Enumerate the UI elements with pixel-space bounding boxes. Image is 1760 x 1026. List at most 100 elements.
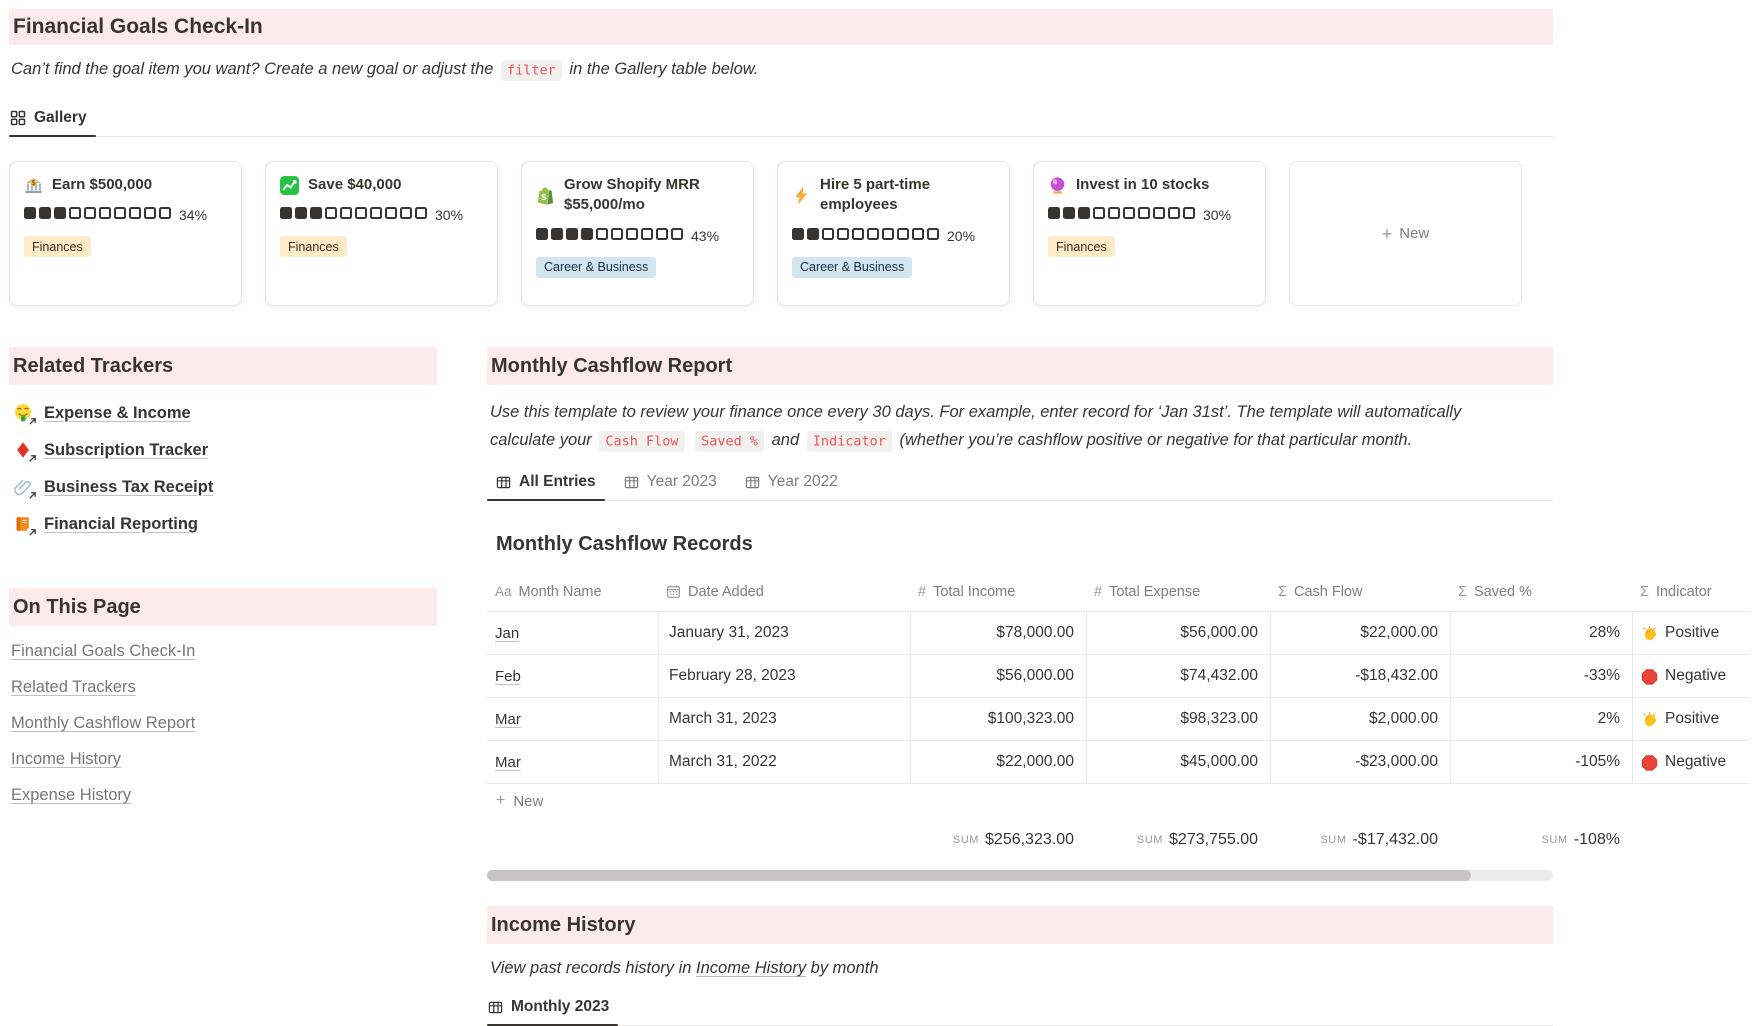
progress-square-filled — [566, 227, 578, 240]
tab-monthly-2023[interactable]: Monthly 2023 — [487, 992, 619, 1026]
total-income-cell[interactable]: $78,000.00 — [910, 612, 1086, 654]
goal-category-tag: Finances — [1048, 236, 1115, 258]
goal-card[interactable]: Hire 5 part-time employees 20% Career & Bu… — [777, 161, 1010, 306]
income-history-page-link[interactable]: Income History — [696, 959, 807, 977]
month-page-link[interactable]: Mar — [495, 753, 521, 771]
tab-gallery[interactable]: Gallery — [9, 103, 96, 137]
total-income-cell[interactable]: $56,000.00 — [910, 655, 1086, 697]
goal-progress-bar: 30% — [1048, 206, 1251, 224]
goal-card[interactable]: $ Earn $500,000 34% Finances — [9, 161, 242, 306]
related-tracker-link[interactable]: Financial Reporting — [12, 511, 437, 538]
total-expense-cell[interactable]: $98,323.00 — [1086, 698, 1270, 740]
related-tracker-link[interactable]: Business Tax Receipt — [12, 474, 437, 501]
gallery-icon — [10, 110, 26, 126]
income-history-note: View past records history in Income Hist… — [490, 956, 1553, 980]
expense-value: $56,000.00 — [1180, 624, 1258, 641]
progress-square-filled — [39, 207, 51, 220]
date-cell[interactable]: March 31, 2023 — [658, 698, 910, 740]
on-this-page-link[interactable]: Expense History — [11, 786, 437, 808]
goal-card-title: Hire 5 part-time employees — [820, 176, 931, 214]
sum-cash-flow[interactable]: SUM -$17,432.00 — [1320, 831, 1438, 848]
goal-progress-percent: 30% — [1203, 207, 1232, 224]
progress-square-empty — [1123, 207, 1135, 220]
sum-saved-percent[interactable]: SUM -108% — [1541, 831, 1621, 848]
column-header-saved-[interactable]: Σ Saved % — [1458, 583, 1533, 600]
progress-square-empty — [852, 227, 864, 240]
month-cell[interactable]: Mar — [487, 741, 658, 783]
cashflow-report-header: Monthly Cashflow Report — [487, 347, 1553, 385]
on-this-page-link[interactable]: Income History — [11, 750, 437, 772]
column-header-cash-flow[interactable]: Σ Cash Flow — [1278, 583, 1363, 600]
column-header-indicator[interactable]: Σ Indicator — [1640, 583, 1712, 600]
income-history-tabbar: Monthly 2023 — [487, 992, 1553, 1026]
description-text: (whether you’re cashflow positive or neg… — [894, 431, 1413, 449]
scrollbar-thumb[interactable] — [487, 870, 1471, 881]
on-this-page-link[interactable]: Monthly Cashflow Report — [11, 714, 437, 736]
stop-icon — [1641, 668, 1658, 685]
indicator-cell[interactable]: Positive — [1632, 612, 1749, 654]
cash-flow-cell[interactable]: $22,000.00 — [1270, 612, 1450, 654]
goal-card[interactable]: Invest in 10 stocks 30% Finances — [1033, 161, 1266, 306]
saved-percent-cell[interactable]: 28% — [1450, 612, 1632, 654]
cash-flow-cell[interactable]: -$18,432.00 — [1270, 655, 1450, 697]
indicator-cell[interactable]: Negative — [1632, 655, 1749, 697]
goal-category-tag: Career & Business — [792, 256, 913, 278]
income-value: $56,000.00 — [996, 667, 1074, 684]
page-title: Financial Goals Check-In — [9, 9, 1553, 45]
month-page-link[interactable]: Mar — [495, 710, 521, 728]
date-cell[interactable]: February 28, 2023 — [658, 655, 910, 697]
cashflow-report-description: Use this template to review your finance… — [490, 398, 1553, 455]
progress-square-empty — [927, 227, 939, 240]
new-goal-card[interactable]: + New — [1289, 161, 1522, 306]
total-expense-cell[interactable]: $74,432.00 — [1086, 655, 1270, 697]
saved-percent-cell[interactable]: -105% — [1450, 741, 1632, 783]
new-goal-card-label: New — [1399, 225, 1430, 242]
column-header-date-added[interactable]: Date Added — [658, 584, 910, 600]
column-header-total-income[interactable]: # Total Income — [918, 583, 1016, 600]
goal-card-title: Earn $500,000 — [52, 176, 153, 193]
month-page-link[interactable]: Feb — [495, 667, 521, 685]
horizontal-scrollbar[interactable] — [487, 870, 1553, 881]
total-income-cell[interactable]: $22,000.00 — [910, 741, 1086, 783]
goal-card[interactable]: S Grow Shopify MRR $55,000/mo 43% Career & … — [521, 161, 754, 306]
date-cell[interactable]: January 31, 2023 — [658, 612, 910, 654]
progress-square-empty — [400, 207, 412, 220]
on-this-page-link[interactable]: Financial Goals Check-In — [11, 642, 437, 664]
cash-flow-cell[interactable]: -$23,000.00 — [1270, 741, 1450, 783]
total-expense-cell[interactable]: $56,000.00 — [1086, 612, 1270, 654]
month-cell[interactable]: Jan — [487, 612, 658, 654]
total-income-cell[interactable]: $100,323.00 — [910, 698, 1086, 740]
tab-year-2022[interactable]: Year 2022 — [736, 467, 847, 500]
month-page-link[interactable]: Jan — [495, 624, 520, 642]
on-this-page-link[interactable]: Related Trackers — [11, 678, 437, 700]
indicator-cell[interactable]: Positive — [1632, 698, 1749, 740]
month-cell[interactable]: Feb — [487, 655, 658, 697]
progress-square-empty — [867, 227, 879, 240]
lightning-icon — [792, 186, 811, 205]
expense-value: $74,432.00 — [1180, 667, 1258, 684]
month-cell[interactable]: Mar — [487, 698, 658, 740]
progress-square-empty — [1183, 207, 1195, 220]
column-header-month-name[interactable]: Aa Month Name — [495, 583, 602, 600]
indicator-value: Positive — [1665, 624, 1720, 641]
saved-percent-cell[interactable]: 2% — [1450, 698, 1632, 740]
cash-flow-cell[interactable]: $2,000.00 — [1270, 698, 1450, 740]
saved-percent-cell[interactable]: -33% — [1450, 655, 1632, 697]
progress-square-filled — [24, 207, 36, 220]
total-expense-cell[interactable]: $45,000.00 — [1086, 741, 1270, 783]
sum-total-expense[interactable]: SUM $273,755.00 — [1136, 831, 1258, 848]
date-cell[interactable]: March 31, 2022 — [658, 741, 910, 783]
goals-note-text-1: Can’t find the goal item you want? Creat… — [11, 60, 499, 78]
indicator-cell[interactable]: Negative — [1632, 741, 1749, 783]
tab-all-entries[interactable]: All Entries — [487, 467, 605, 501]
goal-card[interactable]: Save $40,000 30% Finances — [265, 161, 498, 306]
related-tracker-link[interactable]: $ Expense & Income — [12, 400, 437, 427]
sum-total-income[interactable]: SUM $256,323.00 — [952, 831, 1074, 848]
progress-square-empty — [340, 207, 352, 220]
table-icon — [745, 475, 760, 490]
table-new-row-button[interactable]: + New — [487, 784, 1749, 818]
related-tracker-link[interactable]: Subscription Tracker — [12, 437, 437, 464]
saved-percent-value: -105% — [1575, 753, 1620, 770]
tab-year-2023[interactable]: Year 2023 — [615, 467, 726, 500]
column-header-total-expense[interactable]: # Total Expense — [1094, 583, 1201, 600]
